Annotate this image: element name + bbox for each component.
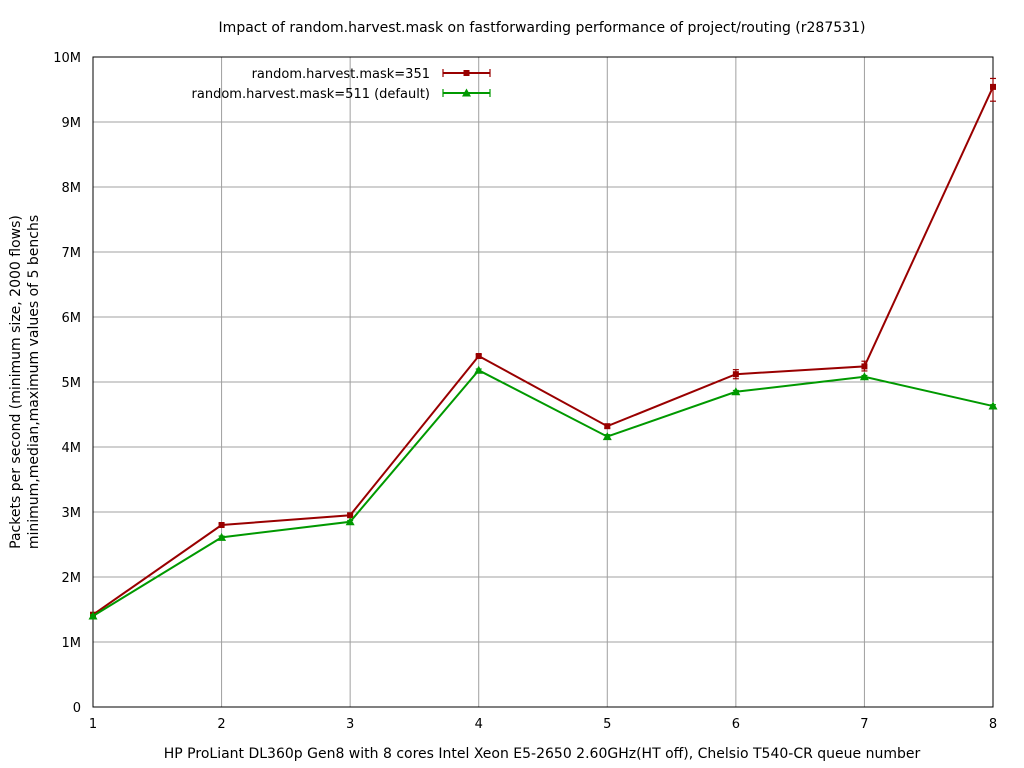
data-point	[732, 371, 739, 378]
x-tick-label: 5	[603, 717, 611, 732]
y-tick-label: 8M	[62, 181, 82, 196]
y-tick-label: 1M	[62, 636, 82, 651]
chart-title: Impact of random.harvest.mask on fastfor…	[219, 20, 866, 36]
legend-label: random.harvest.mask=351	[252, 67, 430, 82]
data-point	[347, 512, 354, 519]
x-tick-label: 8	[989, 717, 997, 732]
x-tick-label: 2	[217, 717, 225, 732]
x-tick-label: 7	[860, 717, 868, 732]
y-axis-ticks: 0 1M 2M 3M 4M 5M 6M 7M 8M 9M 10M	[53, 51, 81, 716]
y-axis-label: Packets per second (minimum size, 2000 f…	[8, 215, 42, 549]
legend: random.harvest.mask=351 random.harvest.ma…	[192, 67, 491, 102]
y-tick-label: 2M	[62, 571, 82, 586]
series-line	[92, 369, 994, 617]
data-point	[988, 401, 998, 410]
series-1	[90, 77, 996, 618]
x-tick-label: 4	[475, 717, 483, 732]
y-tick-label: 6M	[62, 311, 82, 326]
data-point	[604, 423, 611, 430]
y-tick-label: 7M	[62, 246, 82, 261]
data-point	[217, 532, 227, 541]
legend-marker	[463, 70, 470, 76]
data-point	[861, 363, 868, 370]
data-point	[475, 353, 482, 359]
x-tick-label: 1	[89, 717, 97, 732]
legend-label: random.harvest.mask=511 (default)	[192, 87, 430, 102]
series-2	[88, 365, 998, 620]
y-axis-label-line1: Packets per second (minimum size, 2000 f…	[8, 215, 24, 549]
data-point	[88, 611, 98, 620]
data-point	[345, 517, 355, 526]
x-tick-label: 3	[346, 717, 354, 732]
y-tick-label: 10M	[53, 51, 81, 66]
y-tick-label: 4M	[62, 441, 82, 456]
legend-entry-2: random.harvest.mask=511 (default)	[192, 87, 491, 102]
data-point	[859, 372, 869, 381]
y-tick-label: 3M	[62, 506, 82, 521]
y-tick-label: 0	[73, 701, 81, 716]
y-tick-label: 5M	[62, 376, 82, 391]
x-tick-label: 6	[732, 717, 740, 732]
y-tick-label: 9M	[62, 116, 82, 131]
legend-marker	[462, 88, 471, 97]
x-axis-label: HP ProLiant DL360p Gen8 with 8 cores Int…	[164, 746, 921, 762]
plot-frame	[92, 56, 994, 708]
series-line	[92, 86, 994, 616]
data-point	[218, 522, 225, 528]
series-group	[88, 77, 998, 620]
legend-entry-1: random.harvest.mask=351	[252, 67, 491, 82]
y-axis-label-line2: minimum,median,maximum values of 5 bench…	[26, 215, 42, 549]
data-point	[731, 387, 741, 396]
data-point	[602, 432, 612, 441]
x-axis-ticks: 1 2 3 4 5 6 7 8	[89, 717, 997, 732]
data-point	[474, 365, 484, 374]
grid	[93, 57, 993, 707]
data-point	[990, 83, 996, 90]
